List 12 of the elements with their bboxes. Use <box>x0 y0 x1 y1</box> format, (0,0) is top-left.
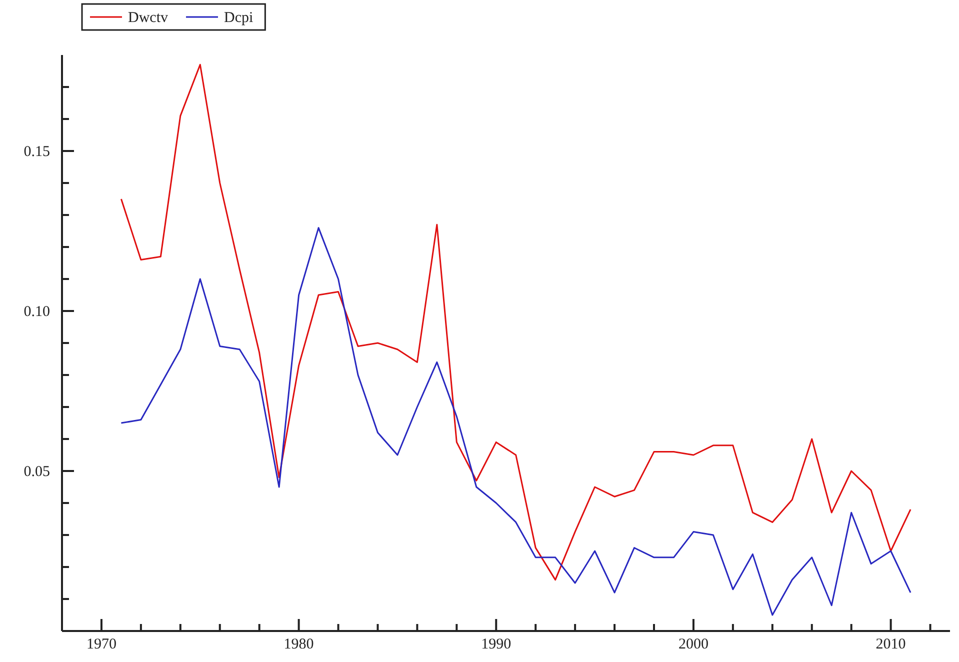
legend-label: Dwctv <box>128 10 168 26</box>
x-tick-label: 1970 <box>86 636 116 652</box>
x-tick-label: 1980 <box>284 636 314 652</box>
y-tick-label: 0.15 <box>24 144 50 160</box>
x-tick-label: 2000 <box>678 636 708 652</box>
x-tick-label: 1990 <box>481 636 512 652</box>
line-series <box>120 64 912 581</box>
line-series <box>120 227 912 616</box>
y-tick-label: 0.05 <box>24 464 50 480</box>
legend-label: Dcpi <box>224 10 254 26</box>
y-tick-label: 0.10 <box>24 304 50 320</box>
x-tick-label: 2010 <box>876 636 906 652</box>
